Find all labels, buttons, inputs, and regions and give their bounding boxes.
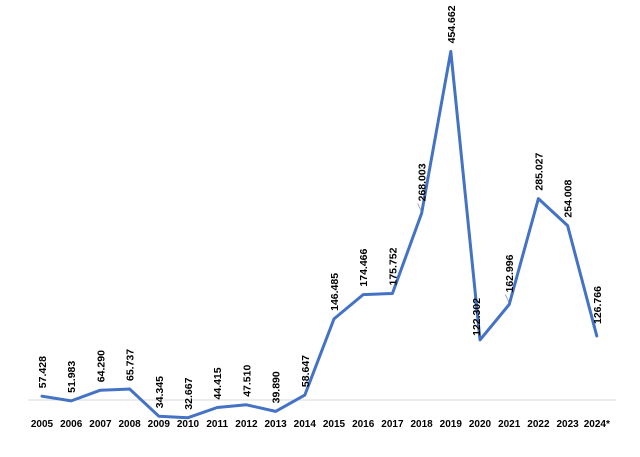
- data-label: 162.996: [504, 254, 516, 292]
- data-label: 58.647: [300, 355, 312, 387]
- data-label: 254.008: [563, 179, 575, 217]
- data-label: 175.752: [387, 247, 399, 285]
- x-tick-label: 2019: [440, 419, 463, 430]
- data-label: 126.766: [592, 286, 604, 324]
- series-line: [40, 49, 599, 420]
- x-tick-label: 2021: [498, 419, 521, 430]
- data-label: 285.027: [533, 152, 545, 190]
- data-label: 57.428: [37, 356, 49, 388]
- data-label: 268.003: [417, 163, 429, 201]
- x-tick-label: 2008: [118, 419, 141, 430]
- x-tick-label: 2009: [148, 419, 171, 430]
- data-label: 454.662: [446, 5, 458, 43]
- data-label: 122.302: [471, 298, 483, 336]
- x-tick-label: 2014: [294, 419, 317, 430]
- x-tick-label: 2013: [264, 419, 287, 430]
- x-tick-label: 2005: [31, 419, 54, 430]
- x-tick-label: 2015: [323, 419, 346, 430]
- x-tick-label: 2011: [206, 419, 228, 430]
- data-label: 174.466: [358, 248, 370, 286]
- data-label: 64.290: [95, 350, 107, 382]
- x-tick-label: 2016: [352, 419, 375, 430]
- x-tick-label: 2022: [527, 419, 550, 430]
- x-tick-label: 2012: [235, 419, 258, 430]
- data-label: 39.890: [271, 371, 283, 403]
- data-label: 32.667: [183, 377, 195, 409]
- data-label: 65.737: [125, 349, 137, 381]
- x-tick-label: 2006: [60, 419, 83, 430]
- data-label: 146.485: [329, 273, 341, 311]
- data-labels: 57.428 51.983 64.290 65.737 34.345 32.667 44.4…: [37, 5, 604, 409]
- x-tick-label: 2007: [89, 419, 112, 430]
- x-tick-label: 2020: [469, 419, 492, 430]
- data-label: 44.415: [212, 367, 224, 399]
- x-tick-labels: 2005 2006 2007 2008 2009 2010 2011 2012 2013 2014…: [31, 419, 610, 430]
- data-label: 47.510: [241, 365, 253, 397]
- x-tick-label: 2024*: [584, 419, 610, 430]
- data-label: 34.345: [154, 376, 166, 408]
- data-label: 51.983: [66, 361, 78, 393]
- x-tick-label: 2018: [410, 419, 433, 430]
- leader-line: [504, 294, 510, 303]
- x-tick-label: 2023: [556, 419, 579, 430]
- x-tick-label: 2010: [177, 419, 200, 430]
- x-tick-label: 2017: [381, 419, 404, 430]
